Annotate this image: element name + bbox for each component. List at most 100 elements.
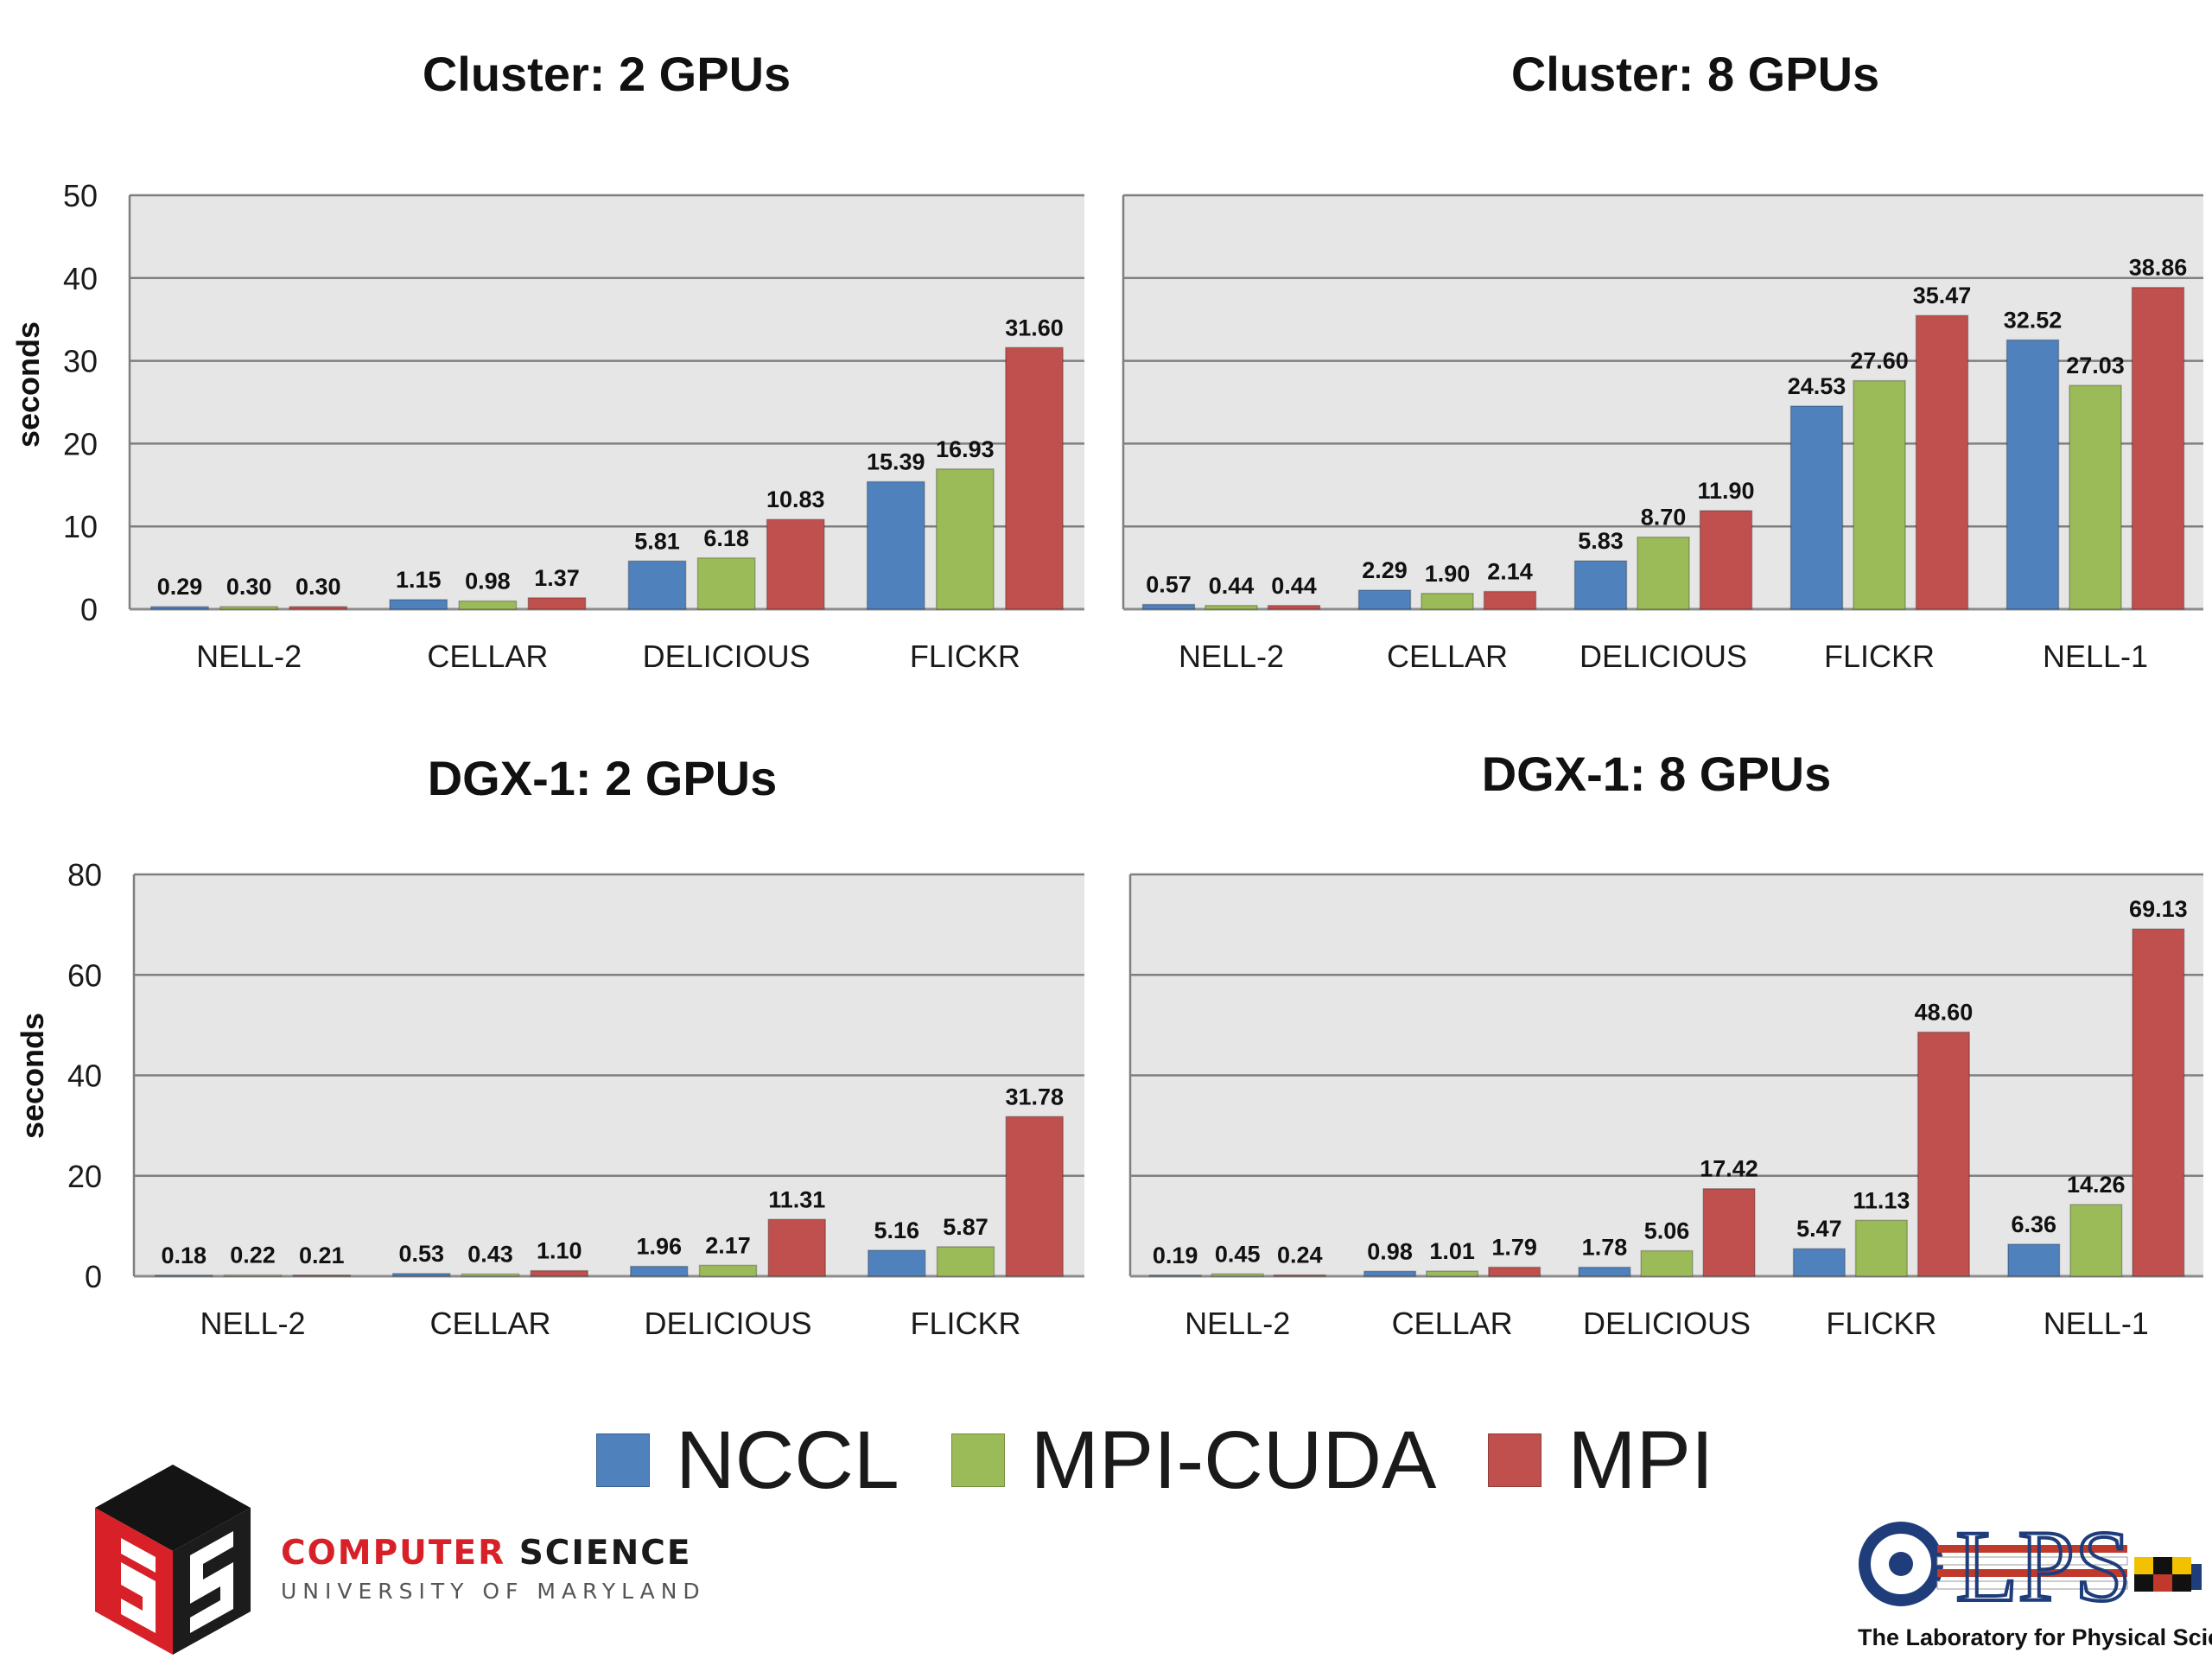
data-label: 6.18: [703, 525, 749, 551]
data-label: 2.17: [705, 1232, 751, 1258]
bar-mpi: [1699, 510, 1753, 610]
bar-mpi: [1702, 1187, 1756, 1277]
bar-mpi-cuda: [2069, 385, 2122, 610]
bar-mpi: [1916, 1031, 1970, 1277]
data-label: 0.29: [157, 574, 203, 600]
bar-mpi-cuda: [219, 606, 279, 610]
data-label: 1.78: [1582, 1235, 1628, 1261]
bar-nccl: [389, 599, 448, 610]
y-tick-label: 30: [63, 344, 98, 379]
data-label: 8.70: [1641, 505, 1687, 531]
y-tick-label: 60: [67, 957, 102, 993]
y-tick-label: 20: [67, 1159, 102, 1194]
legend-swatch-nccl: [596, 1433, 650, 1487]
data-label: 0.24: [1277, 1243, 1323, 1268]
legend-label-nccl: NCCL: [676, 1414, 899, 1506]
bar-mpi: [1005, 1116, 1064, 1277]
y-tick-label: 0: [80, 592, 98, 627]
chart-title: DGX-1: 2 GPUs: [428, 751, 778, 805]
bar-mpi: [289, 606, 348, 610]
bar-mpi-cuda: [1853, 379, 1906, 610]
x-tick-label: CELLAR: [1387, 639, 1508, 674]
bar-mpi-cuda: [1211, 1273, 1264, 1277]
bar-mpi: [2131, 286, 2185, 610]
data-label: 10.83: [766, 486, 825, 512]
data-label: 6.36: [2011, 1211, 2056, 1237]
data-label: 5.87: [943, 1214, 988, 1240]
x-tick-label: NELL-2: [196, 639, 302, 674]
x-tick-label: NELL-1: [2044, 1306, 2149, 1341]
legend-label-mpi-cuda: MPI-CUDA: [1030, 1414, 1437, 1506]
data-label: 5.16: [874, 1217, 919, 1243]
x-tick-label: FLICKR: [910, 1306, 1020, 1341]
bar-nccl: [627, 560, 687, 610]
y-axis-label: seconds: [15, 1013, 50, 1139]
data-label: 27.03: [2066, 353, 2125, 378]
bar-mpi-cuda: [936, 1246, 995, 1277]
bar-nccl: [866, 480, 925, 610]
lps-logo-text: LPS: [1955, 1510, 2131, 1623]
data-label: 32.52: [2004, 307, 2063, 333]
x-tick-label: DELICIOUS: [1580, 639, 1747, 674]
bar-mpi: [1267, 605, 1321, 610]
data-label: 1.79: [1491, 1235, 1537, 1261]
data-label: 69.13: [2129, 896, 2188, 922]
data-label: 1.96: [636, 1234, 682, 1260]
legend-item-nccl: NCCL: [596, 1414, 899, 1506]
legend-label-mpi: MPI: [1567, 1414, 1714, 1506]
x-tick-label: NELL-1: [2043, 639, 2148, 674]
bar-mpi-cuda: [458, 600, 518, 610]
data-label: 1.01: [1429, 1238, 1475, 1264]
data-label: 15.39: [867, 449, 925, 475]
data-label: 0.45: [1215, 1241, 1261, 1267]
data-label: 0.21: [299, 1243, 345, 1268]
bar-mpi: [766, 518, 825, 610]
bar-nccl: [630, 1265, 689, 1277]
data-label: 5.47: [1796, 1216, 1842, 1242]
data-label: 17.42: [1700, 1156, 1758, 1182]
x-tick-label: NELL-2: [200, 1306, 305, 1341]
data-label: 0.18: [161, 1243, 207, 1268]
data-label: 11.31: [768, 1186, 825, 1212]
data-label: 0.98: [465, 569, 511, 594]
data-label: 16.93: [936, 436, 995, 462]
data-label: 5.81: [634, 528, 680, 554]
bar-nccl: [868, 1249, 926, 1277]
data-label: 2.29: [1362, 557, 1408, 583]
bar-mpi-cuda: [1205, 605, 1258, 610]
bar-mpi: [527, 597, 587, 610]
data-label: 0.30: [296, 574, 341, 600]
chart-title: DGX-1: 8 GPUs: [1482, 747, 1832, 801]
bar-mpi-cuda: [696, 557, 756, 610]
data-label: 0.98: [1367, 1238, 1413, 1264]
bar-nccl: [392, 1273, 451, 1277]
data-label: 0.22: [230, 1243, 276, 1268]
data-label: 1.10: [537, 1238, 582, 1264]
bar-mpi-cuda: [1426, 1270, 1479, 1277]
bar-mpi-cuda: [1854, 1219, 1908, 1277]
umd-cs-cube-icon: [95, 1465, 251, 1655]
x-tick-label: FLICKR: [910, 639, 1020, 674]
bar-mpi: [1915, 315, 1969, 610]
data-label: 11.13: [1853, 1187, 1910, 1213]
data-label: 2.14: [1487, 558, 1533, 584]
chart-title: Cluster: 8 GPUs: [1511, 47, 1879, 101]
bar-mpi: [1005, 346, 1064, 610]
y-tick-label: 10: [63, 509, 98, 544]
legend-swatch-mpi-cuda: [950, 1433, 1005, 1487]
y-tick-label: 80: [67, 857, 102, 893]
bar-nccl: [1363, 1270, 1417, 1277]
data-label: 35.47: [1913, 283, 1972, 308]
bar-mpi-cuda: [698, 1264, 758, 1277]
bar-nccl: [2007, 1243, 2061, 1277]
data-label: 5.06: [1644, 1218, 1690, 1244]
x-tick-label: DELICIOUS: [1583, 1306, 1751, 1341]
y-tick-label: 20: [63, 426, 98, 461]
data-label: 1.37: [534, 565, 580, 591]
data-label: 38.86: [2129, 255, 2188, 281]
data-label: 24.53: [1788, 373, 1847, 399]
cs-word-science: SCIENCE: [518, 1534, 692, 1573]
y-tick-label: 50: [63, 178, 98, 213]
data-label: 1.15: [396, 567, 442, 593]
bar-mpi-cuda: [223, 1274, 283, 1277]
